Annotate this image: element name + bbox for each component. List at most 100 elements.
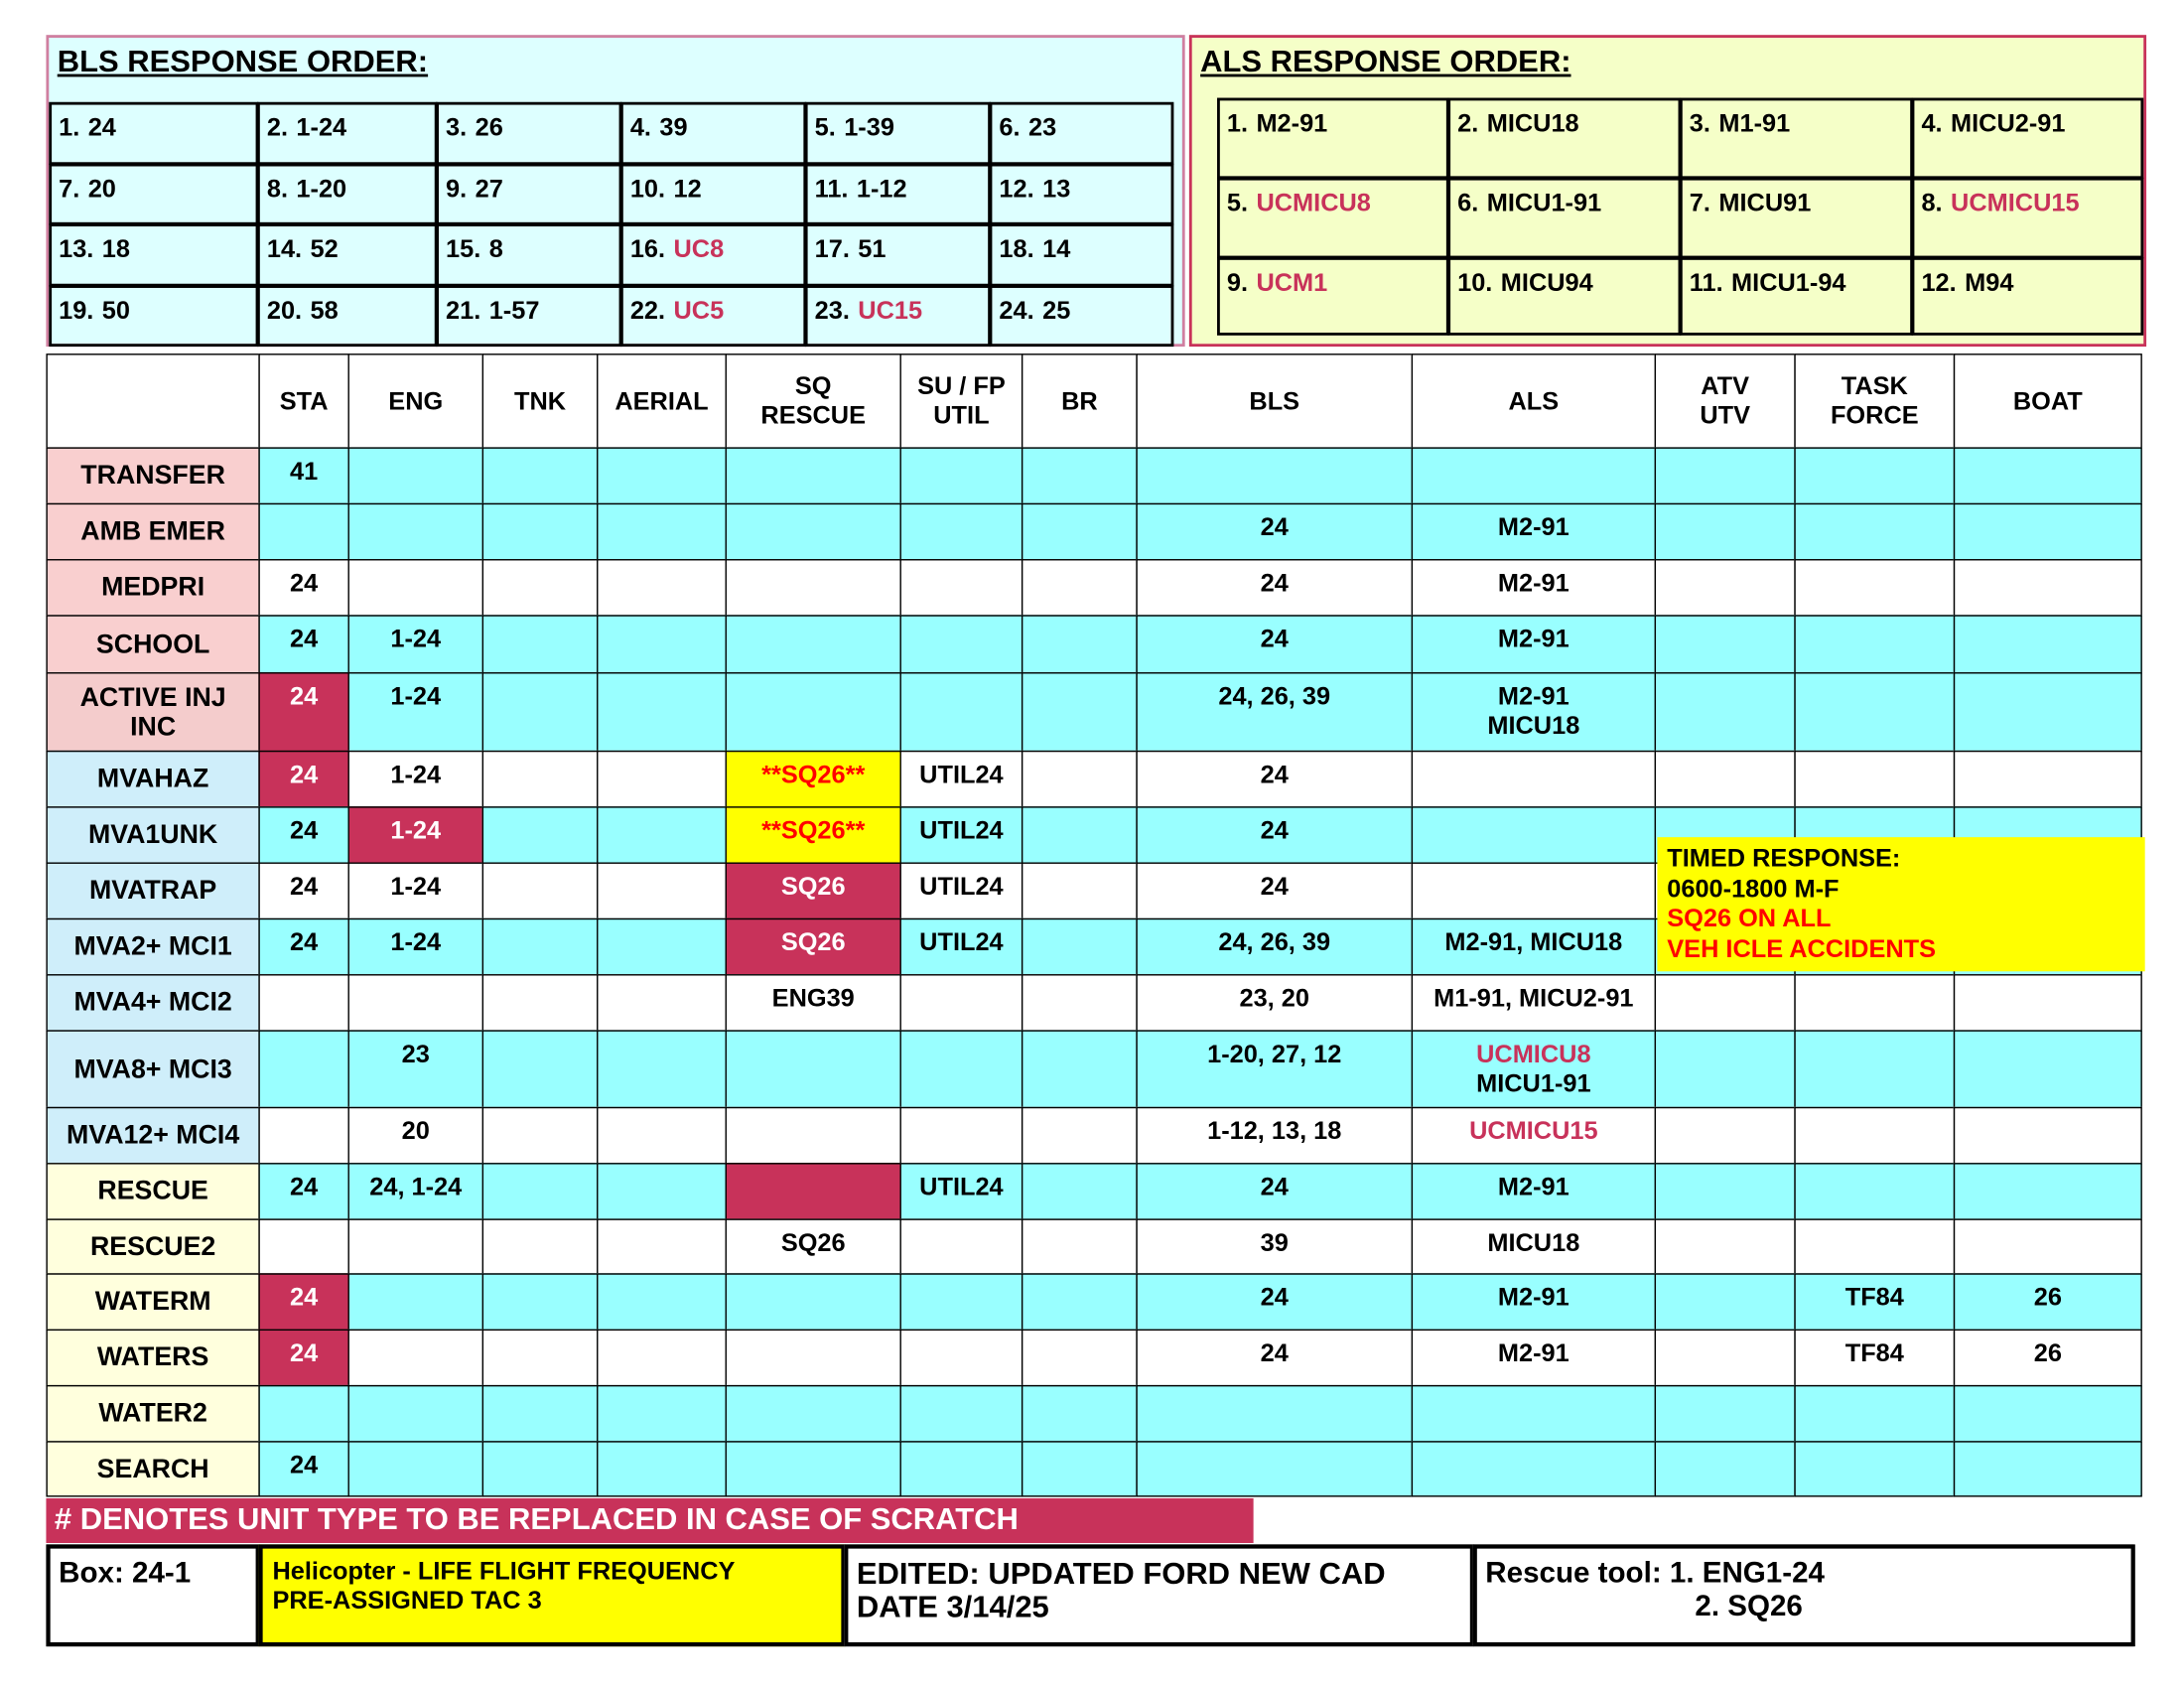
bls_order-cell: 9. 27	[436, 163, 622, 225]
table-cell	[1136, 447, 1414, 505]
item-number: 5.	[1226, 189, 1249, 217]
item-number: 9.	[1226, 268, 1249, 297]
table-cell	[597, 1441, 727, 1497]
item-unit: MICU94	[1500, 268, 1593, 297]
item-unit: UC15	[858, 296, 923, 325]
row-label-text: SEARCH	[96, 1454, 209, 1484]
table-cell	[481, 1384, 599, 1443]
table-cell	[481, 1030, 599, 1109]
table-cell: M2-91	[1411, 502, 1657, 561]
table-cell: **SQ26**	[725, 750, 901, 808]
table-cell	[899, 672, 1024, 753]
bls_order-cell: 4. 39	[619, 101, 807, 166]
table-cell	[258, 1030, 349, 1109]
footer-cell: Box: 24-1	[46, 1544, 260, 1647]
column-header: TASK FORCE	[1794, 353, 1956, 449]
cell-text: 24	[290, 760, 319, 788]
table-cell	[1953, 1218, 2142, 1275]
als_order-cell: 11. MICU1-94	[1679, 256, 1914, 336]
cell-text: M2-91	[1497, 568, 1570, 598]
table-cell	[1794, 559, 1956, 617]
table-cell	[899, 974, 1024, 1032]
row-label-text: SCHOOL	[95, 630, 210, 659]
table-cell	[1021, 1329, 1138, 1387]
table-cell	[1411, 862, 1657, 920]
table-cell: 24	[258, 672, 349, 753]
als_order-cell: 12. M94	[1911, 256, 2144, 336]
table-cell	[1654, 672, 1796, 753]
column-header: SQ RESCUE	[725, 353, 901, 449]
row-label: MVATRAP	[46, 862, 260, 920]
column-label: ALS	[1508, 386, 1560, 415]
cell-text: 24	[1260, 816, 1289, 845]
row-label-text: AMB EMER	[80, 516, 225, 547]
table-cell	[1794, 615, 1956, 674]
cell-text: M2-91	[1497, 625, 1570, 653]
row-label: ACTIVE INJ INC	[46, 672, 260, 753]
table-cell	[899, 1329, 1024, 1387]
cell-text: UTIL24	[919, 760, 1004, 788]
table-cell: M2-91	[1411, 615, 1657, 674]
table-cell: TF84	[1794, 1329, 1956, 1387]
item-unit: UCMICU15	[1951, 189, 2080, 217]
table-cell	[1021, 1273, 1138, 1332]
table-cell: 1-24	[347, 806, 484, 864]
table-cell: 24, 1-24	[347, 1163, 484, 1220]
item-unit: UCM1	[1256, 268, 1328, 297]
cell-text: 24	[1260, 512, 1289, 541]
table-cell: 1-24	[347, 750, 484, 808]
table-cell	[725, 559, 901, 617]
row-label: MVA1UNK	[46, 806, 260, 864]
table-cell: 24	[1136, 750, 1414, 808]
helicopter-line: Helicopter - LIFE FLIGHT FREQUENCY	[272, 1557, 736, 1586]
table-cell	[347, 447, 484, 505]
table-cell	[1654, 559, 1796, 617]
table-cell	[1654, 1106, 1796, 1165]
cell-text: **SQ26**	[761, 760, 866, 788]
table-cell	[1021, 1106, 1138, 1165]
table-cell	[597, 1218, 727, 1275]
row-label: MVA2+ MCI1	[46, 917, 260, 976]
table-cell	[899, 1273, 1024, 1332]
row-label: SCHOOL	[46, 615, 260, 674]
table-cell	[725, 615, 901, 674]
table-cell	[899, 615, 1024, 674]
table-cell	[1953, 672, 2142, 753]
bls_order-cell: 1. 24	[49, 101, 259, 166]
footer-cell: EDITED: UPDATED FORD NEW CAD DATE 3/14/25	[844, 1544, 1475, 1647]
row-label-text: TRANSFER	[80, 461, 225, 492]
table-cell: 24	[258, 750, 349, 808]
item-unit: 18	[101, 234, 130, 263]
table-cell	[481, 862, 599, 920]
table-cell	[481, 974, 599, 1032]
box-number: Box: 24-1	[59, 1557, 192, 1590]
item-unit: M2-91	[1256, 108, 1328, 137]
table-cell	[1794, 974, 1956, 1032]
header-corner	[46, 353, 260, 449]
item-unit: M94	[1965, 268, 2014, 297]
bls_order-box	[46, 35, 1185, 348]
item-number: 9.	[446, 174, 468, 204]
table-cell: UTIL24	[899, 862, 1024, 920]
als_order-title: ALS RESPONSE ORDER:	[1200, 43, 1571, 78]
table-cell	[1794, 750, 1956, 808]
table-cell	[1953, 447, 2142, 505]
table-cell	[1794, 1218, 1956, 1275]
table-cell: 24	[258, 615, 349, 674]
table-cell: 24	[258, 1273, 349, 1332]
table-cell	[1136, 1441, 1414, 1497]
item-unit: 8	[488, 234, 503, 263]
item-unit: 12	[673, 174, 702, 204]
cell-text: 26	[2033, 1338, 2062, 1367]
table-cell	[597, 974, 727, 1032]
bls_order-cell: 13. 18	[49, 223, 259, 287]
table-cell: M2-91	[1411, 1329, 1657, 1387]
item-unit: 26	[475, 113, 503, 142]
row-label-text: MVA4+ MCI2	[73, 988, 232, 1018]
table-cell	[725, 1030, 901, 1109]
item-number: 20.	[266, 296, 303, 325]
table-cell: 41	[258, 447, 349, 505]
column-label: SU / FP UTIL	[917, 371, 1006, 430]
bls_order-cell: 12. 13	[989, 163, 1174, 225]
table-cell	[1411, 1384, 1657, 1443]
